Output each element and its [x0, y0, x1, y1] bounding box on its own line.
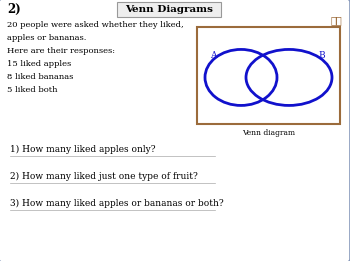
FancyBboxPatch shape: [117, 2, 221, 17]
Text: Venn diagram: Venn diagram: [242, 129, 295, 137]
Text: 2): 2): [7, 3, 21, 16]
Bar: [197, 27, 340, 124]
Text: Venn Diagrams: Venn Diagrams: [125, 5, 213, 14]
Text: 15 liked apples: 15 liked apples: [7, 60, 71, 68]
Text: A: A: [210, 51, 216, 60]
Text: B: B: [319, 51, 325, 60]
Text: 5 liked both: 5 liked both: [7, 86, 57, 94]
Text: 20 people were asked whether they liked,: 20 people were asked whether they liked,: [7, 21, 184, 29]
Text: 1) How many liked apples only?: 1) How many liked apples only?: [10, 144, 155, 153]
Text: 8 liked bananas: 8 liked bananas: [7, 73, 74, 81]
Text: ℓℓ: ℓℓ: [330, 16, 342, 25]
Text: apples or bananas.: apples or bananas.: [7, 34, 86, 42]
Text: 2) How many liked just one type of fruit?: 2) How many liked just one type of fruit…: [10, 171, 198, 181]
Text: Here are their responses:: Here are their responses:: [7, 47, 115, 55]
Text: 3) How many liked apples or bananas or both?: 3) How many liked apples or bananas or b…: [10, 198, 224, 207]
